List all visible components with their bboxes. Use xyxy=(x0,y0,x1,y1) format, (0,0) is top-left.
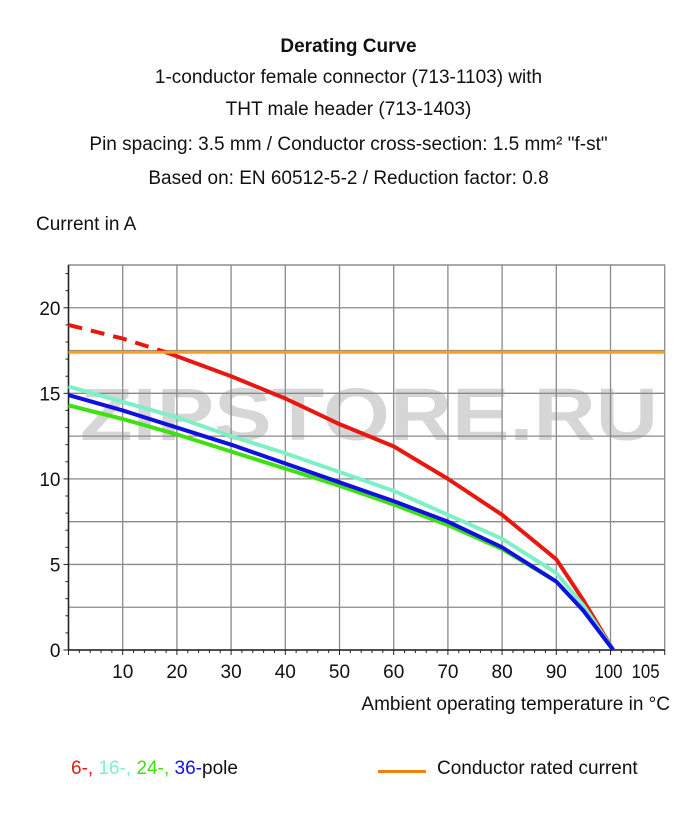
legend-36-pole: 36- xyxy=(174,758,202,779)
y-tick-label: 15 xyxy=(39,384,60,405)
x-tick-label: 70 xyxy=(437,662,458,683)
chart-title: Derating Curve xyxy=(280,36,417,57)
series-6-line-dashed xyxy=(68,322,167,355)
y-axis-label: Current in A xyxy=(36,214,137,235)
subtitle-line-2: THT male header (713-1403) xyxy=(225,99,472,120)
subtitle-line-1: 1-conductor female connector (713-1103) … xyxy=(154,67,543,88)
legend-rated-swatch xyxy=(378,770,426,773)
legend-24-pole: 24-, xyxy=(136,758,170,779)
x-tick-label: 105 xyxy=(632,662,660,683)
x-tick-label: 60 xyxy=(383,662,404,683)
legend-poles: 6-, 16-, 24-, 36-pole xyxy=(71,758,238,780)
y-tick-label: 20 xyxy=(39,299,60,320)
plot-frame xyxy=(67,264,666,651)
series-16-line xyxy=(67,384,615,652)
subtitle-line-4: Based on: EN 60512-5-2 / Reduction facto… xyxy=(148,168,549,189)
x-tick-label: 40 xyxy=(275,662,296,683)
x-tick-label: 30 xyxy=(221,662,242,683)
legend-16-pole: 16-, xyxy=(98,758,132,779)
x-tick-label: 10 xyxy=(112,662,133,683)
x-tick-label: 50 xyxy=(329,662,350,683)
legend-rated-current: Conductor rated current xyxy=(437,758,638,779)
series-6-line xyxy=(165,350,615,652)
x-tick-label: 20 xyxy=(166,662,187,683)
legend-pole-suffix: pole xyxy=(202,758,238,779)
x-tick-label: 80 xyxy=(492,662,513,683)
series-36-line xyxy=(67,393,615,652)
x-tick-label: 90 xyxy=(546,662,567,683)
x-tick-label: 100 xyxy=(595,662,623,683)
y-tick-label: 10 xyxy=(39,470,60,491)
subtitle-line-3: Pin spacing: 3.5 mm / Conductor cross-se… xyxy=(89,134,608,155)
x-axis-label: Ambient operating temperature in °C xyxy=(361,694,670,715)
legend-6-pole: 6-, xyxy=(71,758,94,779)
y-tick-label: 5 xyxy=(50,555,61,576)
y-tick-label: 0 xyxy=(50,641,61,662)
